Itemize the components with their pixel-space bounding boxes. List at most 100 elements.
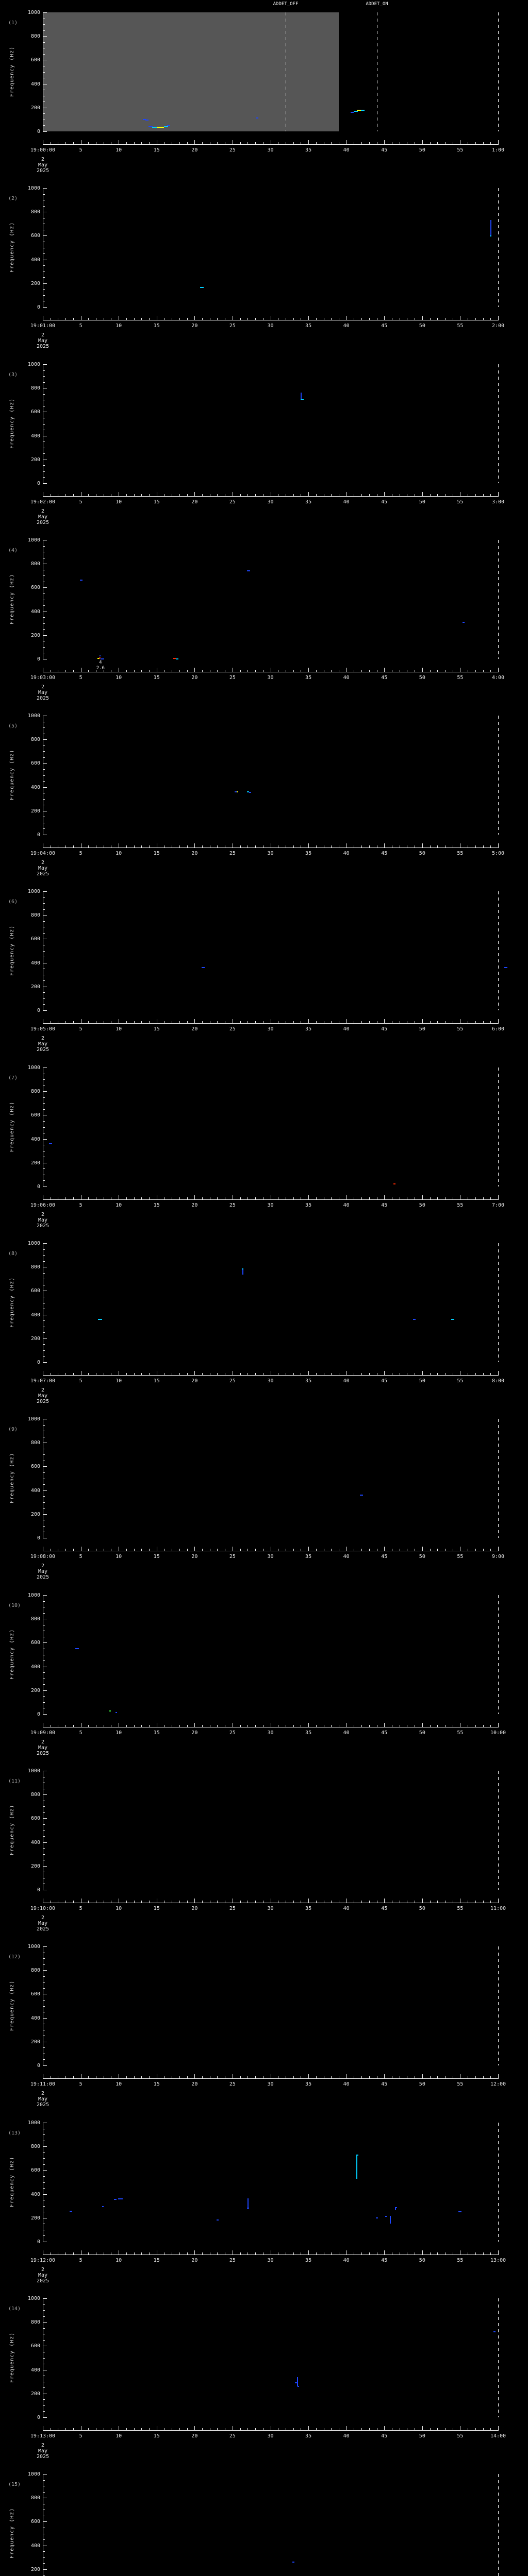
spectrogram-panel: (12) Frequency (Hz) 0 200 400 600 800 1000 19:11… [0, 1934, 528, 2110]
x-minor-tick [179, 670, 180, 672]
x-major-tick [384, 1723, 385, 1727]
y-tick-label: 1000 [27, 1768, 40, 1774]
x-minor-tick [187, 2076, 188, 2078]
x-end-time-label: 4:00 [491, 675, 505, 681]
detection-mark [360, 1495, 364, 1496]
x-major-tick [384, 2426, 385, 2430]
x-minor-tick [316, 142, 317, 144]
y-minor-tick [43, 477, 45, 478]
detection-mark [69, 2211, 73, 2212]
x-minor-tick [483, 494, 484, 496]
x-minor-tick [88, 142, 89, 144]
x-major-tick [346, 668, 347, 672]
x-minor-tick [134, 2252, 135, 2255]
detection-mark [390, 2216, 391, 2224]
x-tick-label: 45 [381, 1378, 388, 1384]
x-major-tick [308, 2426, 309, 2430]
date-label: May [38, 1921, 48, 1926]
y-minor-tick [43, 24, 45, 25]
x-tick-label: 25 [229, 1202, 236, 1208]
x-tick-label: 10 [116, 1378, 122, 1384]
y-tick-label: 200 [30, 1863, 40, 1869]
x-tick-label: 30 [267, 851, 274, 856]
x-minor-tick [316, 1021, 317, 1023]
x-minor-tick [141, 845, 142, 848]
x-minor-tick [202, 318, 203, 320]
y-axis-title: Frequency (Hz) [9, 2507, 15, 2558]
y-minor-tick [43, 394, 45, 395]
x-minor-tick [149, 2252, 150, 2255]
x-tick-label: 45 [381, 1730, 388, 1736]
detection-mark [504, 967, 507, 969]
x-tick-label: 5 [79, 499, 82, 505]
y-tick-label: 200 [30, 2215, 40, 2221]
x-minor-tick [141, 318, 142, 320]
date-label: 2 [41, 684, 45, 690]
x-tick-label: 15 [153, 147, 160, 153]
y-tick-label: 400 [30, 1136, 40, 1142]
x-minor-tick [179, 494, 180, 496]
x-major-tick [194, 492, 195, 496]
panel-index-label: (7) [8, 1075, 18, 1081]
x-minor-tick [255, 142, 256, 144]
x-minor-tick [202, 1021, 203, 1023]
x-tick-label: 50 [419, 2258, 425, 2263]
date-label: 2025 [36, 696, 50, 701]
y-minor-tick [43, 1672, 45, 1673]
x-minor-tick [126, 142, 127, 144]
x-major-tick [194, 1019, 195, 1023]
x-minor-tick [475, 1901, 476, 1903]
x-minor-tick [437, 1197, 438, 1199]
x-minor-tick [65, 1197, 66, 1199]
x-minor-tick [331, 2076, 332, 2078]
x-tick-label: 30 [267, 323, 274, 329]
x-minor-tick [361, 2252, 362, 2255]
x-major-tick [308, 1899, 309, 1903]
x-major-tick [308, 2074, 309, 2078]
x-tick-label: 55 [457, 1202, 464, 1208]
x-minor-tick [149, 2428, 150, 2430]
x-minor-tick [437, 670, 438, 672]
x-tick-label: 15 [153, 2081, 160, 2087]
x-minor-tick [179, 845, 180, 848]
date-label: May [38, 1745, 48, 1751]
x-tick-label: 40 [343, 1906, 350, 1911]
x-tick-label: 10 [116, 1730, 122, 1736]
y-tick-label: 800 [30, 1089, 40, 1095]
x-tick-label: 5 [79, 1026, 82, 1032]
date-label: 2 [41, 860, 45, 866]
y-minor-tick [43, 382, 45, 383]
x-start-time-label: 19:00:00 [30, 147, 56, 153]
y-major-tick [43, 2521, 47, 2522]
y-minor-tick [43, 546, 45, 547]
y-major-tick [43, 283, 47, 284]
x-minor-tick [126, 1021, 127, 1023]
date-label: May [38, 2448, 48, 2454]
y-tick-label: 400 [30, 2015, 40, 2021]
x-minor-tick [65, 494, 66, 496]
x-tick-label: 55 [457, 147, 464, 153]
y-minor-tick [43, 253, 45, 255]
x-tick-label: 10 [116, 675, 122, 681]
x-minor-tick [445, 318, 446, 320]
y-tick-label: 400 [30, 2543, 40, 2549]
x-major-tick [194, 1195, 195, 1199]
x-minor-tick [369, 2428, 370, 2430]
x-tick-label: 50 [419, 499, 425, 505]
x-minor-tick [240, 318, 241, 320]
y-major-tick [43, 2146, 47, 2147]
x-tick-label: 50 [419, 1378, 425, 1384]
x-axis-line [43, 2430, 499, 2431]
y-minor-tick [43, 277, 45, 278]
y-major-tick [43, 2194, 47, 2195]
y-minor-tick [43, 2310, 45, 2311]
x-minor-tick [369, 1725, 370, 1727]
x-end-time-label: 14:00 [490, 2433, 506, 2439]
x-minor-tick [141, 2076, 142, 2078]
x-minor-tick [187, 1197, 188, 1199]
x-major-tick [308, 1195, 309, 1199]
x-major-tick [308, 492, 309, 496]
x-minor-tick [134, 1549, 135, 1551]
x-minor-tick [483, 1197, 484, 1199]
x-tick-label: 10 [116, 851, 122, 856]
